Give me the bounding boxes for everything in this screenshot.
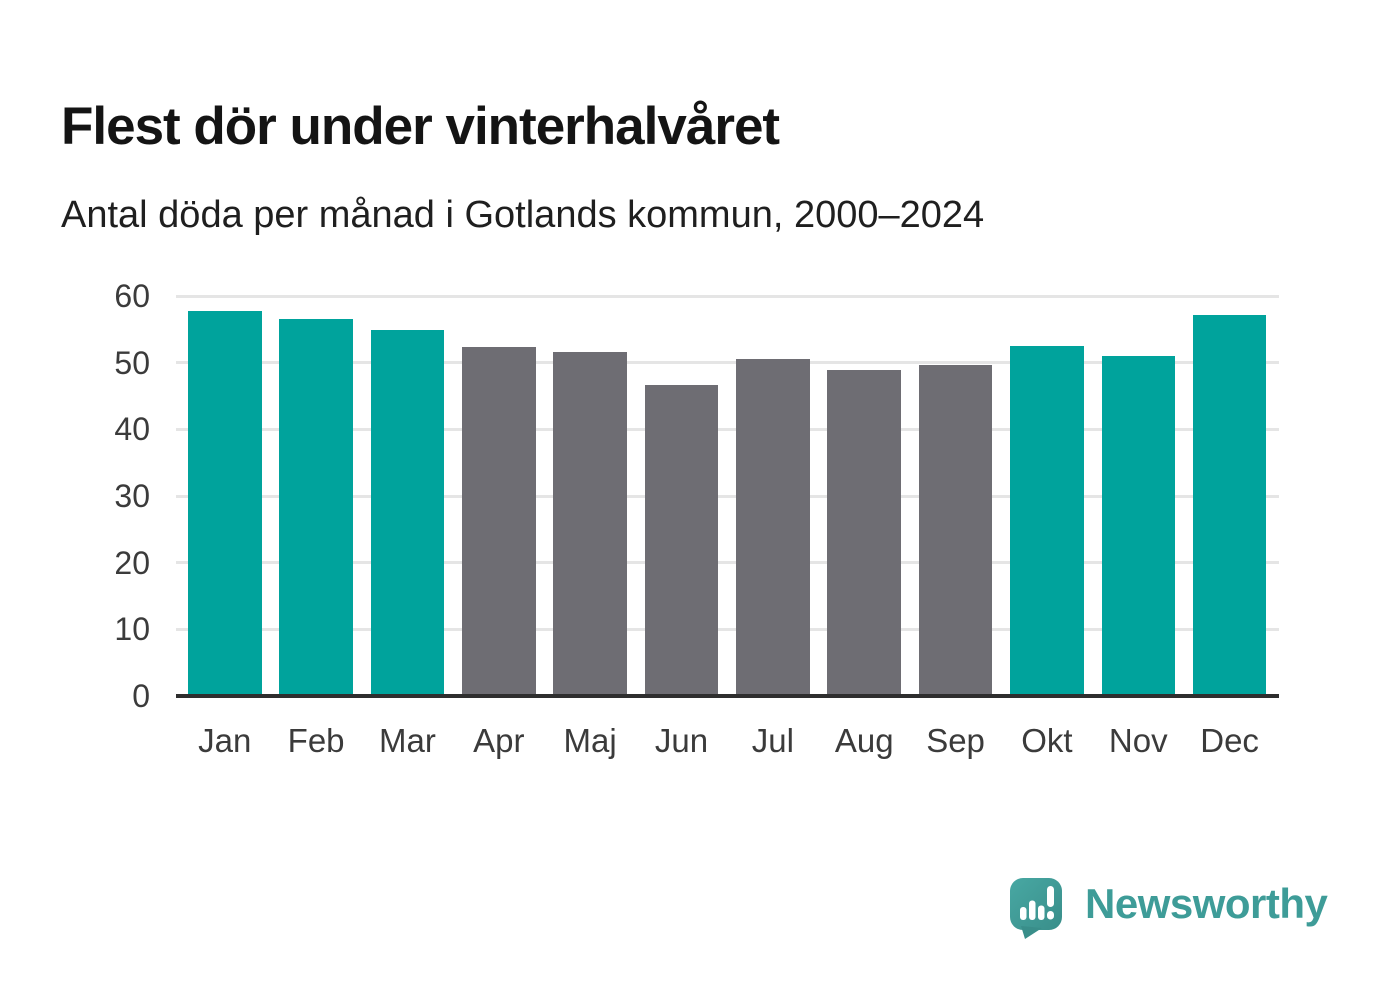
gridline-40 bbox=[176, 427, 1279, 431]
x-tick-label-mar: Mar bbox=[379, 722, 436, 759]
x-tick-label-jan: Jan bbox=[198, 722, 252, 759]
bar-okt bbox=[1010, 346, 1084, 696]
newsworthy-logo: Newsworthy bbox=[1010, 878, 1328, 940]
gridline-30 bbox=[176, 494, 1279, 498]
x-tick-label-jun: Jun bbox=[654, 722, 709, 759]
x-tick-label-nov: Nov bbox=[1108, 722, 1168, 759]
x-axis-line bbox=[176, 694, 1279, 698]
x-tick-label-aug: Aug bbox=[834, 722, 894, 759]
x-tick-label-maj: Maj bbox=[563, 722, 617, 759]
y-tick-label-60: 60 bbox=[114, 278, 150, 314]
bar-jul bbox=[736, 359, 810, 696]
x-tick-label-dec: Dec bbox=[1200, 722, 1259, 759]
x-tick-label-jul: Jul bbox=[751, 722, 794, 759]
y-tick-label-50: 50 bbox=[114, 344, 150, 381]
bar-nov bbox=[1101, 356, 1175, 696]
gridline-60 bbox=[176, 294, 1279, 298]
bar-mar bbox=[370, 330, 445, 696]
x-tick-label-feb: Feb bbox=[287, 722, 345, 759]
page-title: Flest dör under vinterhalvåret bbox=[61, 96, 780, 156]
y-tick-label-0: 0 bbox=[132, 678, 150, 714]
bar-maj bbox=[553, 352, 627, 696]
y-tick-label-30: 30 bbox=[114, 478, 150, 514]
gridline-10 bbox=[176, 627, 1279, 631]
gridline-50 bbox=[176, 361, 1279, 365]
y-tick-label-20: 20 bbox=[114, 544, 150, 581]
plot-area bbox=[176, 294, 1279, 698]
x-tick-label-sep: Sep bbox=[926, 722, 985, 759]
x-tick-label-apr: Apr bbox=[473, 722, 525, 759]
newsworthy-speech-bubble-chart-icon bbox=[1010, 878, 1062, 939]
y-tick-label-40: 40 bbox=[114, 411, 150, 448]
bar-apr bbox=[462, 347, 536, 696]
gridline-20 bbox=[176, 561, 1279, 565]
x-tick-label-okt: Okt bbox=[1021, 722, 1073, 759]
brand-name: Newsworthy bbox=[1085, 880, 1328, 927]
bar-aug bbox=[827, 370, 901, 696]
bar-dec bbox=[1192, 314, 1267, 696]
y-tick-label-10: 10 bbox=[114, 611, 150, 648]
page-subtitle: Antal döda per månad i Gotlands kommun, … bbox=[61, 194, 985, 236]
bar-feb bbox=[279, 319, 353, 696]
bar-sep bbox=[918, 365, 993, 696]
bar-jun bbox=[644, 385, 719, 696]
bar-jan bbox=[188, 310, 262, 696]
